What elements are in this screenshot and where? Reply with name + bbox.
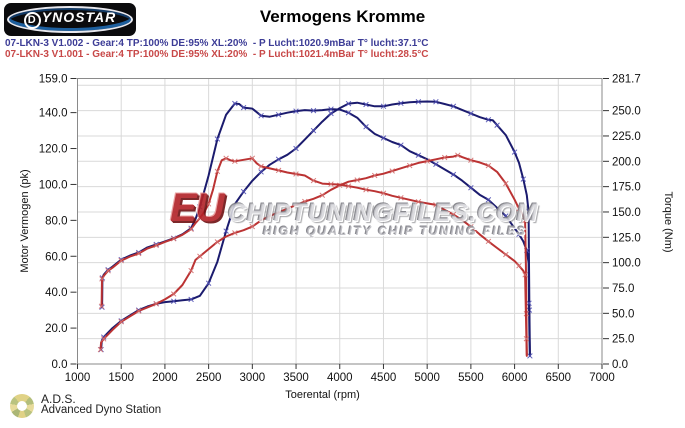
svg-text:281.7: 281.7 [612,74,641,86]
svg-text:2500: 2500 [196,372,222,384]
dynostar-brand-text: D YNOSTAR [23,8,117,29]
svg-text:100.0: 100.0 [612,258,641,270]
svg-text:3500: 3500 [283,372,309,384]
svg-text:140.0: 140.0 [39,108,68,120]
svg-text:3000: 3000 [240,372,266,384]
svg-text:200.0: 200.0 [612,156,641,168]
svg-text:25.0: 25.0 [612,334,634,346]
svg-text:4500: 4500 [371,372,397,384]
dynostar-logo: D YNOSTAR [4,3,136,36]
svg-text:7000: 7000 [589,372,615,384]
svg-text:1500: 1500 [108,372,134,384]
dynostar-d-icon: D [23,11,41,29]
svg-text:0.0: 0.0 [612,359,628,371]
svg-text:250.0: 250.0 [612,106,641,118]
svg-text:150.0: 150.0 [612,207,641,219]
svg-text:2000: 2000 [152,372,178,384]
ads-abbreviation: A.D.S. [41,392,76,406]
ads-full-name: Advanced Dyno Station [41,404,162,416]
svg-text:1000: 1000 [65,372,91,384]
legend-run-1: 07-LKN-3 V1.002 - Gear:4 TP:100% DE:95% … [5,38,429,49]
svg-text:125.0: 125.0 [612,232,641,244]
ads-swirl-icon [10,394,34,418]
svg-text:0.0: 0.0 [52,359,68,371]
svg-text:4000: 4000 [327,372,353,384]
svg-text:175.0: 175.0 [612,182,641,194]
svg-text:225.0: 225.0 [612,131,641,143]
svg-text:5000: 5000 [414,372,440,384]
left-axis-title: Motor Vermogen (pk) [19,169,31,273]
svg-text:60.0: 60.0 [45,251,67,263]
page-title: Vermogens Kromme [259,7,426,26]
dynostar-logo-oval: D YNOSTAR [7,6,133,33]
svg-text:6000: 6000 [502,372,528,384]
svg-text:75.0: 75.0 [612,283,634,295]
x-axis-title: Toerental (rpm) [285,389,360,401]
svg-text:159.0: 159.0 [39,74,68,86]
svg-text:80.0: 80.0 [45,215,67,227]
right-axis-title: Torque (Nm) [662,191,674,253]
svg-text:120.0: 120.0 [39,144,68,156]
svg-text:40.0: 40.0 [45,287,67,299]
legend-run-2: 07-LKN-3 V1.001 - Gear:4 TP:100% DE:95% … [5,49,429,60]
svg-text:5500: 5500 [458,372,484,384]
svg-text:100.0: 100.0 [39,179,68,191]
svg-text:20.0: 20.0 [45,323,67,335]
svg-text:6500: 6500 [545,372,571,384]
ads-swirl-icon-center [17,401,27,411]
svg-text:50.0: 50.0 [612,308,634,320]
dynostar-brand-rest: YNOSTAR [41,8,117,25]
